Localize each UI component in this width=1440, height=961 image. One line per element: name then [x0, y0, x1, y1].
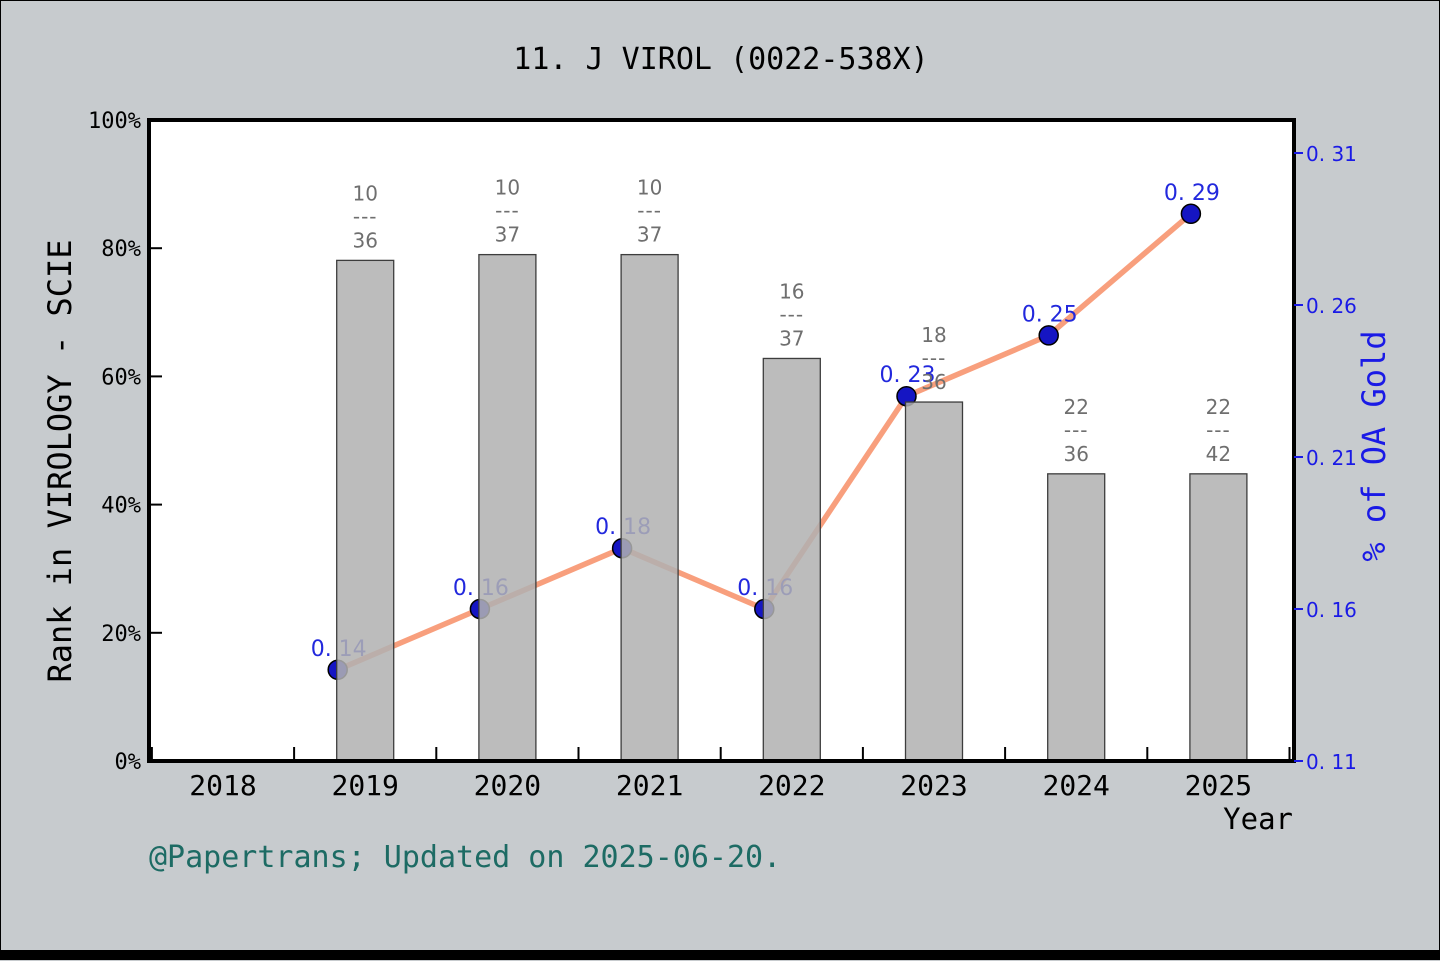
x-tick-label-2025: 2025 — [1185, 769, 1252, 802]
x-tick-label-2024: 2024 — [1042, 769, 1109, 802]
rank-bar-2019 — [336, 259, 395, 762]
bar-label-separator-2024: --- — [1064, 418, 1089, 442]
y-right-tick-label-0.26: 0. 26 — [1306, 294, 1357, 318]
y-left-tick-label-20: 20% — [101, 622, 141, 647]
rank-bar-2021 — [620, 253, 679, 762]
rank-bar-2025 — [1189, 473, 1248, 762]
right-axis-title: % of OA Gold — [1355, 330, 1393, 561]
plot-background — [149, 120, 1294, 761]
bar-label-denominator-2021: 37 — [637, 223, 662, 247]
watermark-text: @Papertrans; Updated on 2025-06-20. — [149, 840, 781, 875]
y-left-tick-label-40: 40% — [101, 494, 141, 519]
chart-title: 11. J VIROL (0022-538X) — [513, 42, 928, 77]
x-tick-label-2019: 2019 — [331, 769, 398, 802]
rank-bar-2024 — [1047, 473, 1106, 762]
data-point-label-2023: 0. 23 — [880, 363, 936, 388]
bar-label-denominator-2025: 42 — [1206, 442, 1231, 466]
bar-label-denominator-2024: 36 — [1063, 442, 1088, 466]
bar-label-numerator-2025: 22 — [1206, 395, 1231, 419]
y-left-tick-label-0: 0% — [115, 750, 142, 775]
rank-bars-layer — [336, 253, 1248, 762]
bar-label-numerator-2024: 22 — [1063, 395, 1088, 419]
y-right-tick-label-0.31: 0. 31 — [1306, 142, 1357, 166]
bar-label-separator-2019: --- — [353, 204, 378, 228]
bar-label-separator-2020: --- — [495, 199, 520, 223]
axes-layer: 0% 20% 40% 60% 80% 100% 0. 11 0. 16 0. 21 0. 26 0.… — [88, 109, 1357, 802]
y-left-tick-label-80: 80% — [101, 237, 141, 262]
x-tick-label-2020: 2020 — [474, 769, 541, 802]
data-point-label-2025: 0. 29 — [1164, 181, 1220, 206]
x-axis-title: Year — [1223, 802, 1293, 836]
x-tick-label-2021: 2021 — [616, 769, 683, 802]
x-tick-label-2022: 2022 — [758, 769, 825, 802]
y-left-tick-label-100: 100% — [88, 109, 141, 134]
data-point-2024 — [1038, 325, 1059, 346]
y-right-tick-label-0.11: 0. 11 — [1306, 750, 1357, 774]
bar-label-numerator-2023: 18 — [921, 323, 946, 347]
y-right-tick-label-0.21: 0. 21 — [1306, 446, 1357, 470]
rank-bar-2022 — [762, 357, 821, 762]
bar-label-numerator-2021: 10 — [637, 176, 662, 200]
bar-label-separator-2021: --- — [637, 199, 662, 223]
bar-label-denominator-2019: 36 — [352, 228, 377, 252]
bar-label-denominator-2023: 36 — [921, 370, 946, 394]
bar-label-denominator-2020: 37 — [495, 223, 520, 247]
x-tick-label-2018: 2018 — [189, 769, 256, 802]
y-left-tick-label-60: 60% — [101, 365, 141, 390]
bar-label-separator-2023: --- — [922, 346, 947, 370]
data-point-2025 — [1180, 203, 1202, 225]
bar-label-denominator-2022: 37 — [779, 326, 804, 350]
rank-bar-2020 — [478, 253, 537, 762]
data-point-label-2024: 0. 25 — [1022, 302, 1078, 327]
bottom-border-bar — [1, 950, 1439, 959]
bar-label-separator-2025: --- — [1206, 418, 1231, 442]
bar-label-numerator-2022: 16 — [779, 279, 804, 303]
rank-bar-2023 — [904, 401, 964, 762]
x-tick-label-2023: 2023 — [900, 769, 967, 802]
y-right-tick-label-0.16: 0. 16 — [1306, 598, 1357, 622]
plot-frame — [147, 118, 1296, 763]
left-axis-title: Rank in VIROLOGY - SCIE — [41, 239, 79, 682]
bar-label-separator-2022: --- — [779, 302, 804, 326]
bar-label-numerator-2019: 10 — [352, 181, 377, 205]
bar-label-numerator-2020: 10 — [495, 176, 520, 200]
